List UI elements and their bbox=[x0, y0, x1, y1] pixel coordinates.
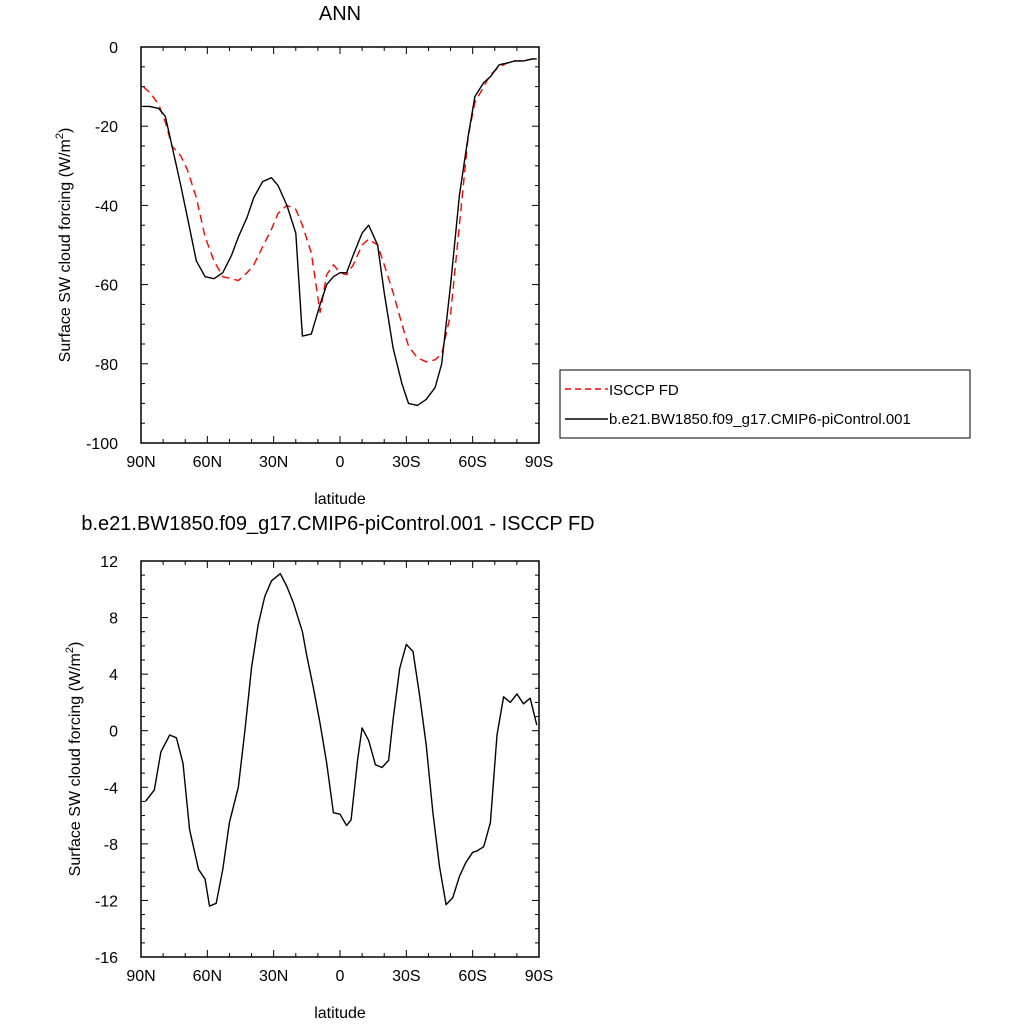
x-tick-label: 90S bbox=[525, 454, 553, 471]
top-series-line-0 bbox=[142, 58, 537, 363]
legend-label-model: b.e21.BW1850.f09_g17.CMIP6-piControl.001 bbox=[609, 411, 911, 428]
y-tick-label: -40 bbox=[95, 198, 118, 215]
y-tick-label: -60 bbox=[95, 278, 118, 295]
bottom-chart-y-axis-label-suffix: ) bbox=[67, 642, 84, 647]
top-chart-title: ANN bbox=[319, 3, 361, 25]
y-tick-label: -80 bbox=[95, 357, 118, 374]
bottom-chart-frame bbox=[140, 560, 540, 958]
top-chart-y-axis-label-suffix: ) bbox=[57, 128, 74, 133]
x-tick-label: 0 bbox=[336, 454, 345, 471]
x-tick-label: 30S bbox=[392, 454, 420, 471]
x-tick-label: 60N bbox=[193, 454, 222, 471]
y-tick-label: 12 bbox=[100, 554, 118, 571]
x-tick-label: 60S bbox=[458, 454, 486, 471]
bottom-chart-y-axis-label-main: Surface SW cloud forcing (W/m bbox=[67, 653, 84, 876]
top-chart-y-axis-label-main: Surface SW cloud forcing (W/m bbox=[57, 139, 74, 362]
y-tick-label: -4 bbox=[104, 780, 118, 797]
x-tick-label: 30S bbox=[392, 968, 420, 985]
bottom-chart-title: b.e21.BW1850.f09_g17.CMIP6-piControl.001… bbox=[81, 513, 594, 535]
bottom-chart-y-axis-label-superscript: 2 bbox=[64, 647, 76, 653]
x-tick-label: 30N bbox=[259, 454, 288, 471]
y-tick-label: 0 bbox=[109, 724, 118, 741]
bottom-chart-y-axis-label: Surface SW cloud forcing (W/m2) bbox=[64, 642, 84, 877]
y-tick-label: -20 bbox=[95, 119, 118, 136]
x-tick-label: 30N bbox=[259, 968, 288, 985]
top-chart: ANN 90N 60N 30N 0 30S 60S 90S 0 -20 -40 -60 -80 -100… bbox=[54, 3, 971, 508]
y-tick-label: 0 bbox=[109, 40, 118, 57]
bottom-chart-x-axis-label: latitude bbox=[314, 1005, 366, 1022]
top-series-line-1 bbox=[143, 58, 537, 407]
x-tick-label: 60S bbox=[458, 968, 486, 985]
y-tick-label: -8 bbox=[104, 837, 118, 854]
bottom-series-line-0 bbox=[144, 573, 538, 907]
top-chart-frame bbox=[140, 46, 540, 444]
y-tick-label: -16 bbox=[95, 950, 118, 967]
y-tick-label: 4 bbox=[109, 667, 118, 684]
bottom-chart: b.e21.BW1850.f09_g17.CMIP6-piControl.001… bbox=[64, 513, 595, 1022]
top-chart-x-axis-label: latitude bbox=[314, 491, 366, 508]
x-tick-label: 0 bbox=[336, 968, 345, 985]
y-tick-label: 8 bbox=[109, 611, 118, 628]
legend-label-isccp-fd: ISCCP FD bbox=[609, 382, 679, 399]
y-tick-label: -100 bbox=[86, 436, 118, 453]
x-tick-label: 60N bbox=[193, 968, 222, 985]
top-chart-series bbox=[142, 58, 537, 407]
top-chart-y-axis-label: Surface SW cloud forcing (W/m2) bbox=[54, 128, 74, 363]
bottom-chart-ticks bbox=[140, 560, 540, 958]
bottom-chart-tick-labels: 90N 60N 30N 0 30S 60S 90S 12 8 4 0 -4 -8 -12 -16 bbox=[95, 554, 553, 985]
top-chart-ticks bbox=[140, 46, 540, 444]
legend: ISCCP FD b.e21.BW1850.f09_g17.CMIP6-piCo… bbox=[559, 369, 971, 439]
bottom-chart-series bbox=[144, 573, 538, 907]
x-tick-label: 90N bbox=[126, 968, 155, 985]
y-tick-label: -12 bbox=[95, 893, 118, 910]
top-chart-y-axis-label-superscript: 2 bbox=[54, 133, 66, 139]
top-chart-tick-labels: 90N 60N 30N 0 30S 60S 90S 0 -20 -40 -60 -80 -100 bbox=[86, 40, 553, 471]
legend-box bbox=[559, 369, 971, 439]
x-tick-label: 90N bbox=[126, 454, 155, 471]
x-tick-label: 90S bbox=[525, 968, 553, 985]
